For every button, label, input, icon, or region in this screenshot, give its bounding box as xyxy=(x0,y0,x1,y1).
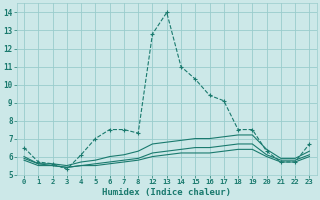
X-axis label: Humidex (Indice chaleur): Humidex (Indice chaleur) xyxy=(102,188,231,197)
